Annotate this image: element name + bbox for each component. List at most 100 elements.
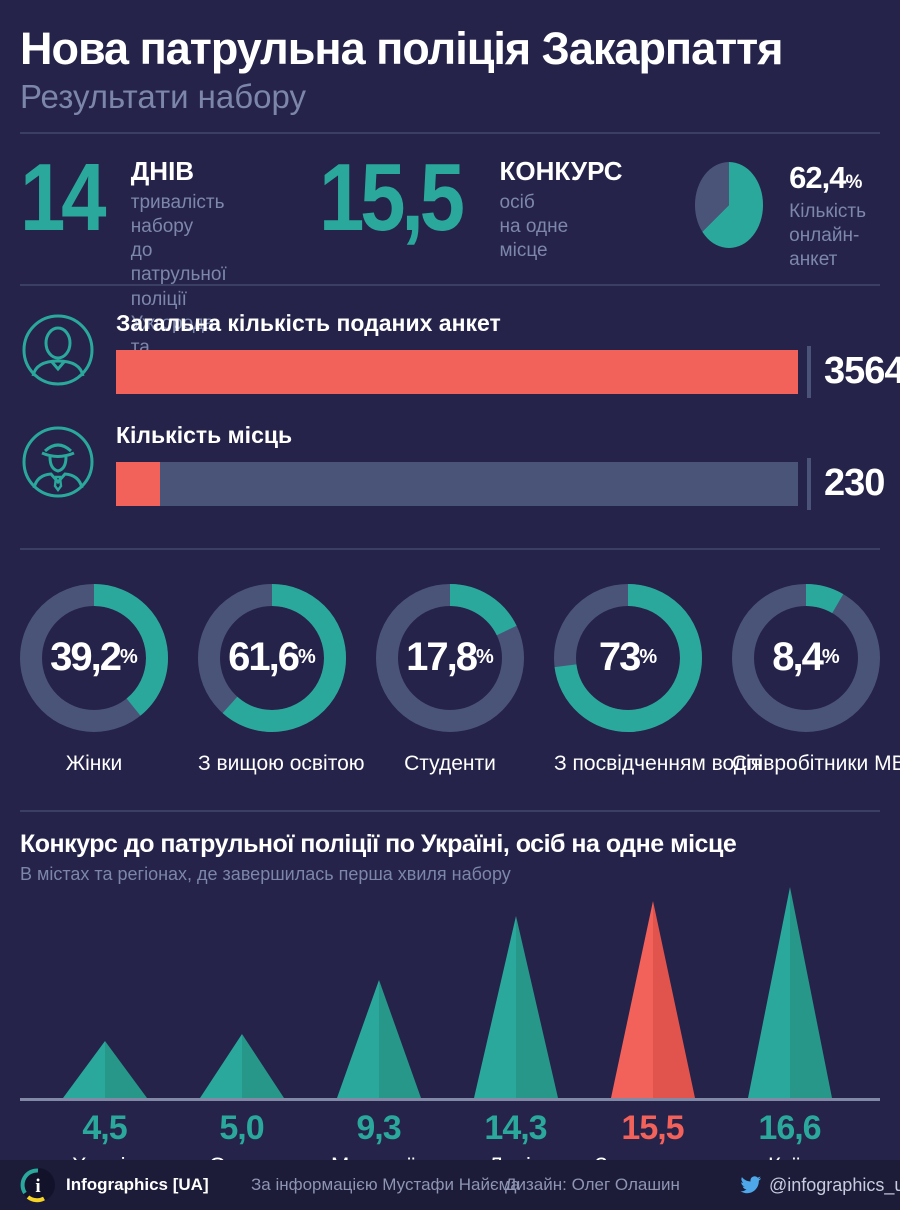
online-forms-caption: Кількість онлайн-анкет [789,200,883,273]
donut-value: 39,2 [50,635,122,679]
twitter-icon [740,1176,761,1194]
triangle-bar [721,886,858,1098]
source-credit: За інформацією Мустафи Найєма [251,1175,520,1194]
competition-description: осіб на одне місце [500,191,623,264]
donut-label: Співробітники МВС [732,751,900,775]
vacancies-bar [116,461,798,506]
vacancies-bar-content: Кількість місць 230 [116,421,885,510]
online-forms-stat: 62,4% Кількість онлайн-анкет [694,152,884,273]
donut-chart-item: 73% З посвідченням водія [554,583,763,776]
key-stats-row: 14 ДНІВ тривалість набору до патрульної п… [20,143,880,383]
days-description-line: до патрульної поліції [130,240,227,310]
triangle-value: 14,3 [484,1108,547,1147]
donut-chart: 8,4% [732,583,880,732]
city-chart-title: Конкурс до патрульної поліції по Україні… [20,829,737,858]
donut-value: 8,4 [772,635,824,679]
donut-percent: 17,8% [376,584,524,732]
donut-label: Жінки [65,751,123,775]
competition-description-line: на одне [499,215,569,237]
online-forms-text: 62,4% Кількість онлайн-анкет [789,160,883,273]
percent-sign: % [476,646,494,668]
applications-bar [116,349,798,394]
percent-sign: % [821,646,840,668]
infographics-ua-logo-icon: i [20,1168,55,1203]
infographic: Нова патрульна поліція Закарпаття Резуль… [20,23,900,1178]
twitter-handle[interactable]: @infographics_ua [769,1174,900,1195]
percent-sign: % [639,646,658,668]
city-chart-subtitle: В містах та регіонах, де завершилась пер… [20,863,511,884]
donut-value: 73 [598,635,641,679]
vacancies-bar-label: Кількість місць [116,421,293,448]
person-icon [22,314,94,385]
vacancies-bar-row: Кількість місць 230 [20,422,885,510]
online-forms-caption-line: онлайн-анкет [789,224,860,271]
days-description-line: тривалість набору [130,191,225,237]
percent-sign: % [120,646,138,668]
online-forms-pie-chart [694,161,764,248]
percent-sign: % [845,171,862,193]
police-officer-icon [22,426,94,497]
competition-text: КОНКУРС осіб на одне місце [500,156,623,264]
donut-value: 17,8 [406,635,478,679]
triangle-chart [36,885,858,1098]
page-subtitle: Результати набору [20,77,306,115]
triangle-value: 16,6 [758,1108,821,1147]
days-description: тривалість набору до патрульної поліції Уж… [131,191,227,386]
donut-charts-row: 39,2% Жінки 61,6% З вищою освітою 17,8% Студе… [20,583,900,776]
applications-bar-row: Загальна кількість поданих анкет 3564 [20,310,900,398]
footer: i Infographics [UA] За інформацією Муста… [0,1160,900,1210]
donut-chart: 17,8% [376,583,524,732]
triangle-value: 5,0 [219,1108,264,1147]
divider [20,547,880,550]
competition-label: КОНКУРС [499,155,623,186]
design-credit: Дизайн: Олег Олашин [505,1175,680,1194]
triangle-bar [173,1033,310,1098]
online-forms-percent: 62,4% [789,159,862,195]
donut-percent: 61,6% [198,584,346,732]
divider [20,283,880,286]
donut-chart-item: 17,8% Студенти [376,583,524,776]
donut-value: 61,6 [228,635,300,679]
donut-label: Студенти [404,751,496,775]
bar-end-tick [807,345,811,398]
twitter-block: @infographics_ua [740,1175,900,1196]
triangle-bar [310,979,447,1098]
applications-bar-content: Загальна кількість поданих анкет 3564 [116,310,900,398]
svg-text:i: i [35,1176,40,1197]
donut-chart-item: 61,6% З вищою освітою [198,583,365,776]
days-label: ДНІВ [130,155,195,186]
divider [20,809,880,812]
donut-label: З вищою освітою [198,751,365,775]
vacancies-bar-value: 230 [824,462,885,504]
vacancies-bar-ratio-segment [116,461,160,506]
triangle-value: 4,5 [82,1108,127,1147]
page-title: Нова патрульна поліція Закарпаття [20,23,783,74]
donut-chart: 61,6% [198,583,346,732]
donut-chart: 39,2% [20,583,168,732]
triangle-value: 15,5 [621,1108,684,1147]
applications-bar-line: 3564 [116,345,900,398]
donut-chart: 73% [554,583,702,732]
triangle-bar [447,915,584,1098]
brand-name: Infographics [UA] [66,1175,209,1194]
applications-bar-label: Загальна кількість поданих анкет [116,309,501,336]
divider [20,131,880,134]
donut-percent: 39,2% [20,584,168,732]
triangle-value: 9,3 [356,1108,401,1147]
donut-percent: 8,4% [732,584,880,732]
triangle-bar [36,1040,173,1098]
competition-description-line: місце [499,240,548,262]
donut-chart-item: 39,2% Жінки [20,583,168,776]
percent-sign: % [298,646,316,668]
donut-percent: 73% [554,584,702,732]
online-forms-caption-line: Кількість [789,200,867,222]
vacancies-bar-line: 230 [116,457,885,510]
bar-end-tick [807,457,811,510]
chart-baseline [20,1097,880,1101]
applications-bar-value: 3564 [824,350,900,392]
competition-number: 15,5 [318,143,465,251]
competition-description-line: осіб [499,191,535,213]
donut-label: З посвідченням водія [554,751,763,775]
triangle-bar [584,900,721,1098]
donut-chart-item: 8,4% Співробітники МВС [732,583,900,776]
